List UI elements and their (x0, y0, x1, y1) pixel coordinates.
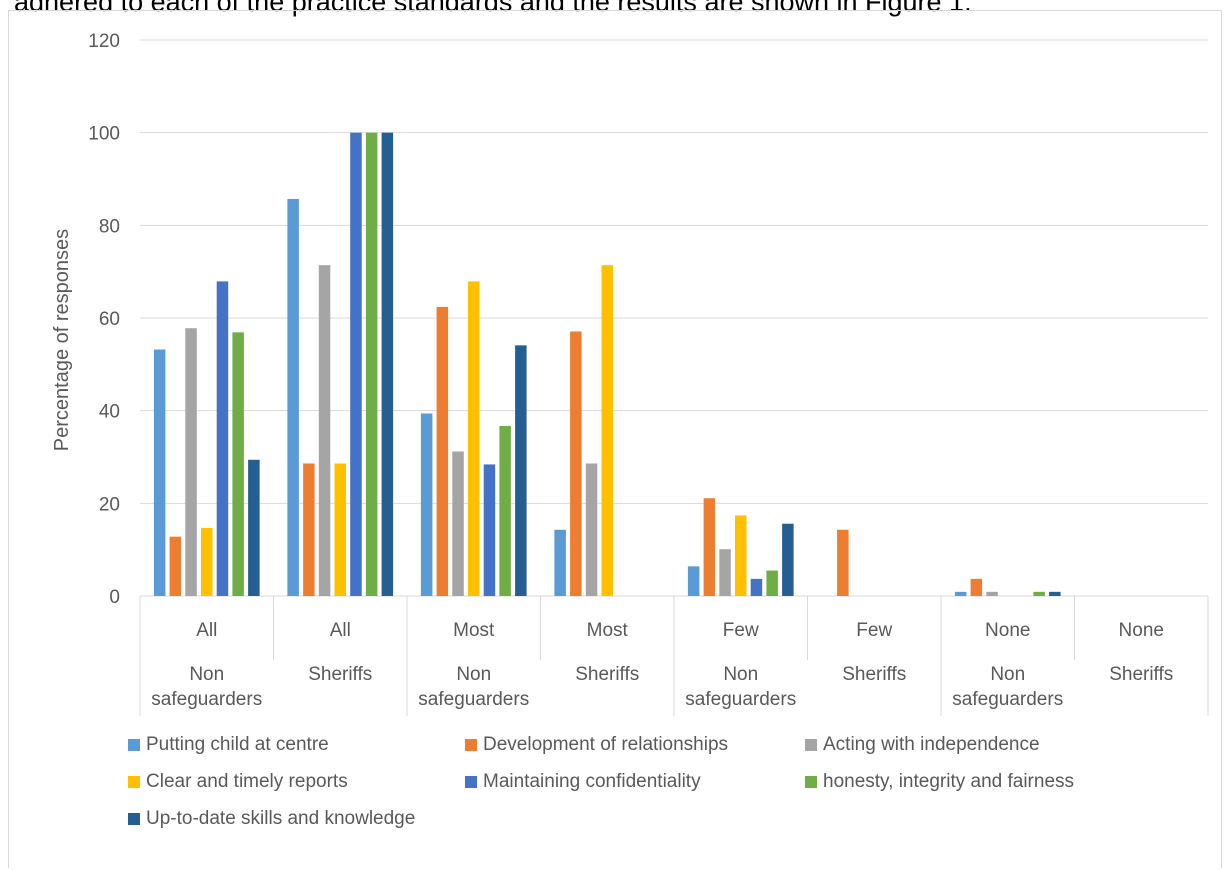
bar (601, 265, 613, 596)
bar (248, 459, 260, 596)
bar (750, 578, 763, 596)
bar (169, 536, 182, 596)
bar (735, 515, 747, 596)
x-tick-label: Few (856, 620, 892, 641)
bar (837, 529, 849, 596)
bar (499, 425, 511, 596)
legend-swatch (805, 776, 817, 788)
bar (334, 463, 346, 596)
x-group-label: Non (189, 664, 224, 685)
x-group-label: Sheriffs (308, 664, 372, 685)
legend-item: Up-to-date skills and knowledge (128, 808, 415, 830)
legend-swatch (128, 813, 140, 825)
y-tick-label: 100 (88, 124, 120, 145)
x-group-label: Sheriffs (842, 664, 906, 685)
legend-item: Putting child at centre (128, 734, 329, 756)
bar (365, 132, 378, 596)
x-tick-label: None (985, 620, 1030, 641)
legend-item: honesty, integrity and fairness (805, 771, 1074, 793)
legend-label: Maintaining confidentiality (483, 771, 701, 792)
legend-swatch (465, 776, 477, 788)
x-group-label: Non (723, 664, 758, 685)
x-tick-label: None (1119, 620, 1164, 641)
legend-item: Acting with independence (805, 734, 1040, 756)
bar (585, 463, 598, 596)
y-tick-label: 20 (99, 494, 120, 515)
bar (381, 132, 394, 596)
bar (703, 498, 716, 596)
bar (185, 328, 197, 596)
bar (350, 132, 362, 596)
y-tick-label: 80 (99, 216, 120, 237)
bar (954, 591, 967, 596)
x-tick-label: All (196, 620, 217, 641)
bar (1049, 591, 1061, 596)
legend-label: Development of relationships (483, 734, 729, 755)
x-group-label: Sheriffs (575, 664, 639, 685)
legend-item: Clear and timely reports (128, 771, 348, 793)
bar (766, 570, 778, 596)
legend-label: honesty, integrity and fairness (823, 771, 1075, 792)
legend-label: Putting child at centre (146, 734, 329, 755)
bar (232, 332, 244, 596)
legend-swatch (128, 739, 140, 751)
x-group-label: safeguarders (151, 689, 262, 710)
legend-swatch (465, 739, 477, 751)
legend-item: Maintaining confidentiality (465, 771, 701, 793)
x-tick-label: All (330, 620, 351, 641)
bar (986, 591, 998, 596)
chart-frame (8, 10, 1222, 868)
bar (687, 566, 700, 596)
bar (452, 451, 464, 596)
legend-swatch (128, 776, 140, 788)
x-group-label: safeguarders (952, 689, 1063, 710)
bar (570, 331, 582, 596)
y-tick-label: 0 (109, 587, 120, 608)
x-group-label: safeguarders (685, 689, 796, 710)
legend-item: Development of relationships (465, 734, 728, 756)
x-group-label: Sheriffs (1109, 664, 1173, 685)
x-group-label: safeguarders (418, 689, 529, 710)
bar (287, 198, 299, 596)
caption-text: adhered to each of the practice standard… (14, 0, 972, 17)
bar (420, 413, 433, 596)
y-tick-label: 40 (99, 402, 120, 423)
bar (782, 523, 794, 596)
bar (515, 345, 527, 596)
bar (201, 527, 213, 596)
bar (483, 464, 496, 596)
y-tick-label: 120 (88, 31, 120, 52)
bar (436, 306, 449, 596)
legend-label: Up-to-date skills and knowledge (146, 808, 416, 829)
bar (468, 281, 480, 596)
legend-label: Clear and timely reports (146, 771, 348, 792)
bar (303, 463, 315, 596)
x-group-label: Non (990, 664, 1025, 685)
legend-swatch (805, 739, 817, 751)
bar (216, 281, 229, 596)
bar (153, 349, 166, 596)
bar (318, 265, 331, 596)
legend-label: Acting with independence (823, 734, 1040, 755)
bar (1033, 591, 1045, 596)
x-tick-label: Most (453, 620, 495, 641)
y-axis-title: Percentage of responses (51, 229, 73, 451)
x-tick-label: Most (587, 620, 629, 641)
bar (719, 549, 731, 596)
bar (970, 578, 983, 596)
y-tick-label: 60 (99, 309, 120, 330)
x-group-label: Non (456, 664, 491, 685)
bar (554, 529, 566, 596)
x-tick-label: Few (723, 620, 759, 641)
